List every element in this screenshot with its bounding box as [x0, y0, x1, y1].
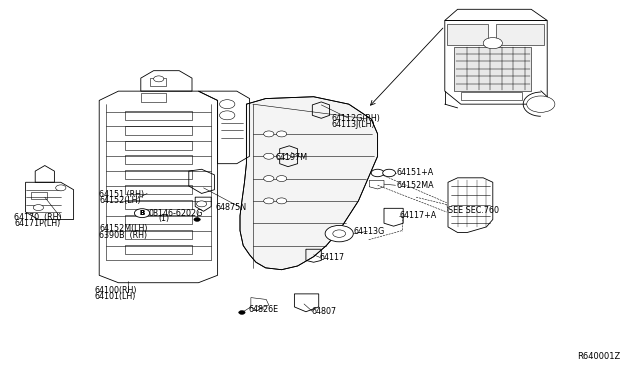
Text: 64151+A: 64151+A [396, 168, 433, 177]
Circle shape [276, 198, 287, 204]
Circle shape [134, 209, 150, 218]
Text: (1): (1) [159, 214, 170, 223]
Bar [496, 24, 544, 45]
Bar [125, 245, 192, 254]
Bar [125, 200, 192, 209]
Circle shape [283, 155, 291, 159]
Text: 64826E: 64826E [248, 305, 278, 314]
Bar [125, 126, 192, 135]
Text: 64875N: 64875N [216, 203, 247, 212]
Bar [125, 141, 192, 150]
Circle shape [276, 131, 287, 137]
Bar [125, 230, 192, 239]
Bar [31, 192, 47, 199]
Circle shape [196, 201, 207, 207]
Text: 64113G: 64113G [354, 227, 385, 236]
Circle shape [33, 205, 44, 211]
Polygon shape [240, 97, 378, 270]
Circle shape [239, 311, 245, 314]
Circle shape [325, 225, 353, 242]
Bar [454, 46, 531, 91]
Text: SEE SEC.760: SEE SEC.760 [448, 206, 499, 215]
Text: 64117+A: 64117+A [399, 211, 436, 220]
Circle shape [56, 185, 66, 191]
Bar [150, 78, 166, 86]
Text: B: B [140, 210, 145, 216]
Text: 64170  (RH): 64170 (RH) [14, 213, 61, 222]
Circle shape [264, 153, 274, 159]
Text: 64112G(RH): 64112G(RH) [332, 114, 380, 123]
Circle shape [264, 198, 274, 204]
Bar [461, 92, 522, 100]
Circle shape [276, 153, 287, 159]
Text: 64100(RH): 64100(RH) [95, 286, 137, 295]
Text: 64113J(LH): 64113J(LH) [332, 120, 375, 129]
Circle shape [527, 96, 555, 112]
Text: 64152M(LH): 64152M(LH) [99, 224, 148, 233]
Text: 64197M: 64197M [275, 153, 307, 162]
Text: B: B [140, 210, 145, 216]
Text: 64152MA: 64152MA [396, 181, 434, 190]
Circle shape [154, 76, 164, 82]
Text: 64117: 64117 [320, 253, 345, 262]
Bar [125, 155, 192, 164]
Text: R640001Z: R640001Z [577, 352, 621, 361]
Circle shape [264, 131, 274, 137]
Text: 64171P(LH): 64171P(LH) [14, 219, 60, 228]
Text: 64807: 64807 [312, 307, 337, 316]
Text: 64101(LH): 64101(LH) [95, 292, 136, 301]
Circle shape [371, 169, 384, 177]
Circle shape [483, 38, 502, 49]
Text: 64152(LH): 64152(LH) [99, 196, 141, 205]
Bar [141, 93, 166, 102]
Bar [125, 185, 192, 194]
Bar [125, 215, 192, 224]
Text: 6390B  (RH): 6390B (RH) [99, 231, 147, 240]
Bar [125, 111, 192, 120]
Circle shape [276, 176, 287, 182]
Circle shape [264, 176, 274, 182]
Circle shape [383, 169, 396, 177]
Text: 08146-6202G: 08146-6202G [148, 209, 203, 218]
Bar [447, 24, 488, 45]
Circle shape [194, 218, 200, 221]
Circle shape [220, 100, 235, 109]
Text: 64151 (RH): 64151 (RH) [99, 190, 145, 199]
Bar [125, 170, 192, 179]
Circle shape [220, 111, 235, 120]
